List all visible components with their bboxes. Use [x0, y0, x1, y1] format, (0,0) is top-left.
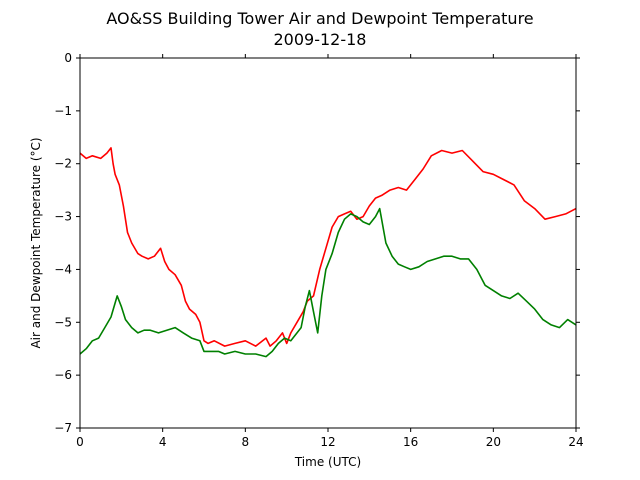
x-tick-label: 4	[159, 435, 167, 449]
plot-lines	[79, 147, 577, 358]
x-tick-label: 0	[76, 435, 84, 449]
y-tick-label: −4	[54, 262, 72, 276]
y-tick-label: −5	[54, 315, 72, 329]
x-tick-label: 8	[242, 435, 250, 449]
y-tick-label: 0	[64, 51, 72, 65]
x-tick-label: 16	[403, 435, 418, 449]
x-tick-label: 24	[568, 435, 583, 449]
series-line-1	[79, 207, 577, 358]
y-axis-label: Air and Dewpoint Temperature (°C)	[29, 137, 43, 348]
chart-title: AO&SS Building Tower Air and Dewpoint Te…	[106, 9, 533, 28]
x-axis: 0 4 8 12 16 20 24	[76, 54, 584, 449]
x-tick-label: 12	[320, 435, 335, 449]
chart-subtitle: 2009-12-18	[274, 30, 367, 49]
x-axis-label: Time (UTC)	[294, 455, 361, 469]
y-tick-label: −7	[54, 421, 72, 435]
y-axis: 0 −1 −2 −3 −4 −5 −6 −7	[54, 51, 580, 435]
series-line-0	[79, 147, 577, 347]
y-tick-label: −6	[54, 368, 72, 382]
y-tick-label: −2	[54, 157, 72, 171]
y-tick-label: −1	[54, 104, 72, 118]
y-tick-label: −3	[54, 210, 72, 224]
x-tick-label: 20	[486, 435, 501, 449]
